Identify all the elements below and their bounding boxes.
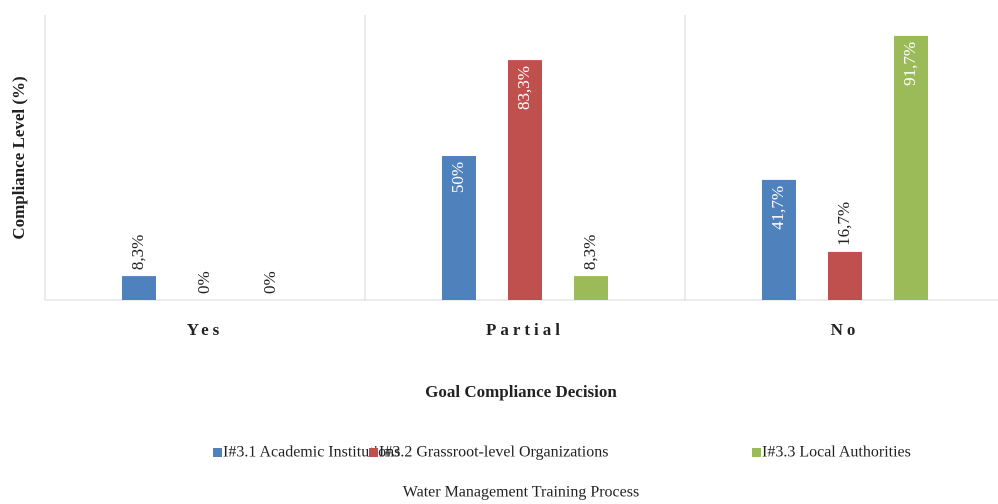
bar [574, 276, 608, 300]
bar [828, 251, 862, 300]
data-label: 91,7% [900, 42, 919, 86]
bar [894, 35, 928, 301]
legend-swatch [369, 448, 378, 457]
bar [122, 276, 156, 300]
data-label: 16,7% [834, 202, 853, 246]
legend-swatch [752, 448, 761, 457]
x-axis-title: Goal Compliance Decision [425, 382, 617, 401]
x-tick-label: No [831, 320, 860, 339]
data-label: 8,3% [128, 235, 147, 270]
legend-label: I#3.2 Grassroot-level Organizations [379, 444, 608, 461]
legend-swatch [213, 448, 222, 457]
legend-label: I#3.1 Academic Institutions [223, 444, 400, 461]
legend-label: I#3.3 Local Authorities [762, 444, 911, 461]
bar [762, 179, 796, 300]
x-tick-label: Yes [187, 320, 224, 339]
data-label: 0% [260, 271, 279, 294]
bar [508, 60, 542, 300]
subtitle: Water Management Training Process [403, 484, 639, 501]
data-label: 83,3% [514, 66, 533, 110]
y-axis-title: Compliance Level (%) [9, 76, 28, 239]
data-label: 41,7% [768, 186, 787, 230]
bar [442, 156, 476, 300]
x-tick-label: Partial [486, 320, 564, 339]
data-label: 50% [448, 162, 467, 193]
data-label: 8,3% [580, 235, 599, 270]
data-label: 0% [194, 271, 213, 294]
